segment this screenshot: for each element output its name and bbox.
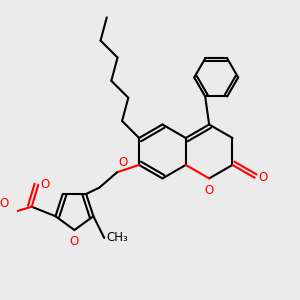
Text: O: O (0, 197, 8, 210)
Text: O: O (40, 178, 50, 191)
Text: CH₃: CH₃ (106, 231, 128, 244)
Text: O: O (118, 156, 128, 169)
Text: O: O (258, 171, 267, 184)
Text: O: O (205, 184, 214, 197)
Text: O: O (70, 235, 79, 248)
